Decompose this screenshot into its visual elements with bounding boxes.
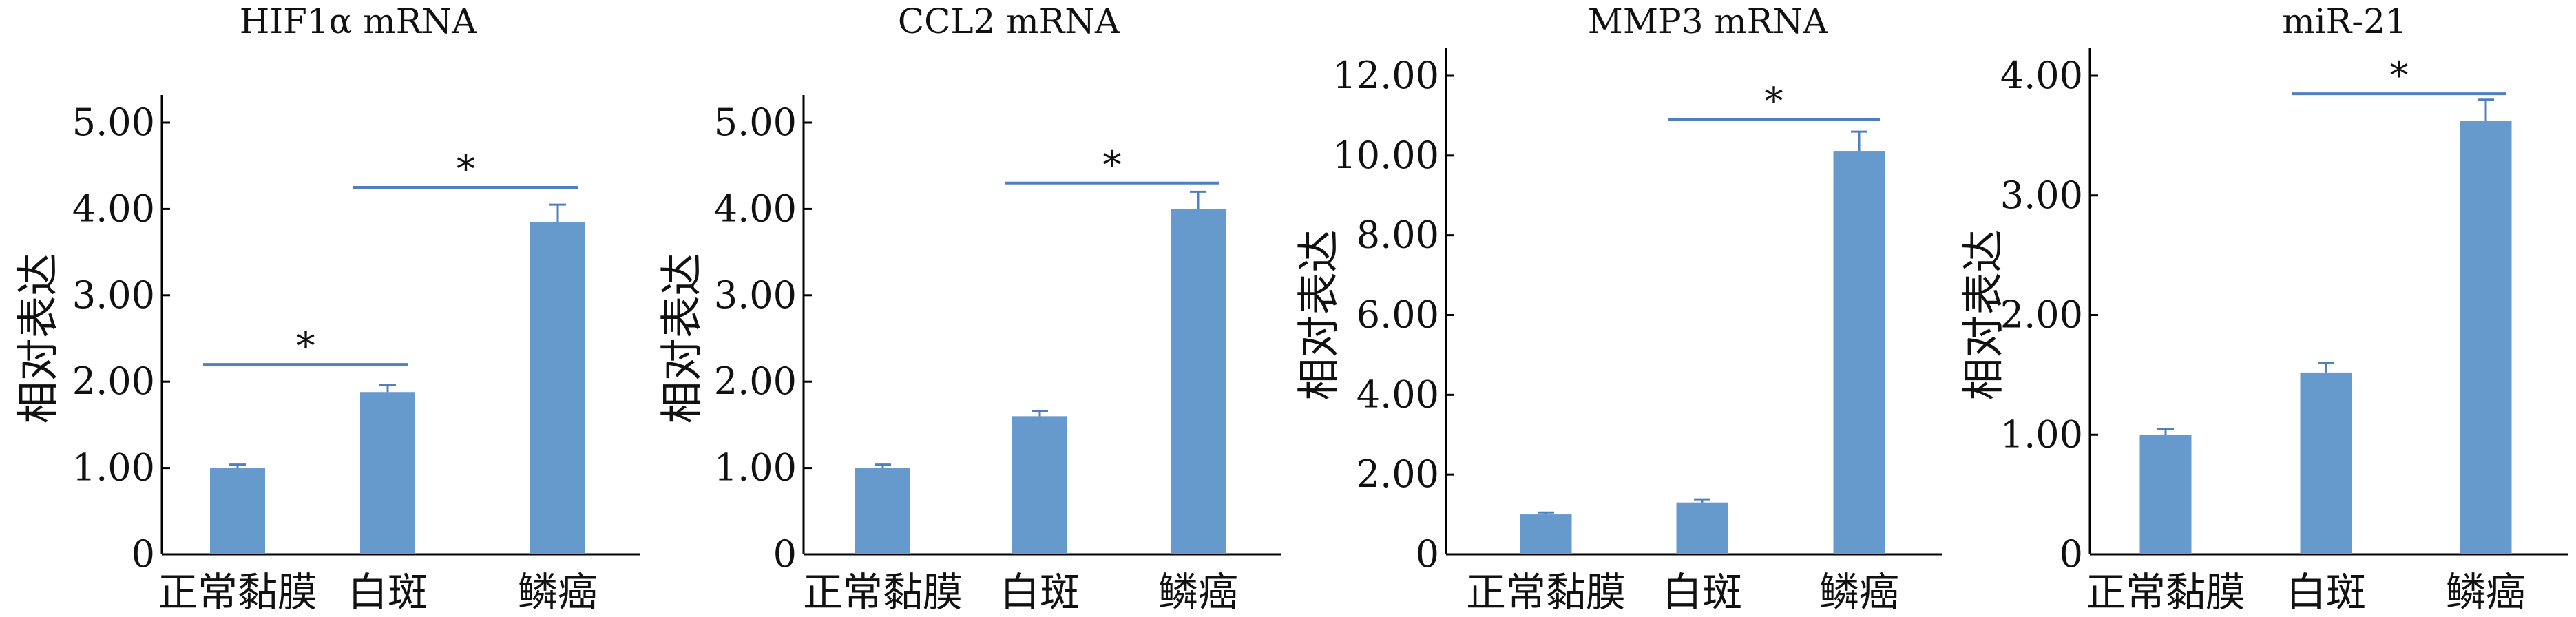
y-tick-label: 5.00 — [714, 101, 797, 144]
bar-2 — [2460, 121, 2512, 554]
significance-star: * — [297, 324, 315, 368]
x-tick-label: 白斑 — [2286, 569, 2366, 616]
x-tick-label: 白斑 — [348, 569, 428, 616]
significance-star: * — [1765, 80, 1783, 123]
y-tick-label: 0 — [2060, 532, 2083, 576]
y-tick-label: 2.00 — [72, 359, 155, 403]
y-tick-label: 0 — [1416, 532, 1439, 576]
y-tick-label: 1.00 — [72, 446, 155, 490]
y-axis-label: 相对表达 — [13, 253, 63, 423]
chart-title: CCL2 mRNA — [898, 1, 1120, 41]
y-tick-label: 4.00 — [1357, 373, 1439, 416]
bar-0 — [2139, 435, 2192, 554]
y-tick-label: 8.00 — [1357, 213, 1439, 257]
chart-panel-mir21: miR-21 相对表达 0 1.00 2.00 3.00 4.00 正常黏膜 白斑 鳞癌 * — [1958, 1, 2568, 616]
chart-title: HIF1α mRNA — [240, 1, 477, 41]
bar-2 — [530, 222, 585, 554]
y-tick-label: 2.00 — [714, 359, 797, 403]
y-tick-label: 3.00 — [72, 273, 155, 317]
bar-0 — [855, 468, 910, 554]
y-tick-label: 3.00 — [2000, 174, 2083, 217]
x-tick-label: 鳞癌 — [518, 569, 598, 616]
x-tick-label: 鳞癌 — [1158, 569, 1238, 616]
y-tick-label: 6.00 — [1357, 293, 1439, 337]
significance-star: * — [1103, 143, 1122, 187]
y-tick-label: 5.00 — [72, 101, 155, 144]
bar-0 — [210, 468, 265, 554]
y-tick-label: 0 — [132, 532, 155, 576]
y-axis-label: 相对表达 — [1958, 229, 2009, 400]
y-axis-label: 相对表达 — [657, 253, 707, 423]
y-tick-label: 4.00 — [714, 187, 797, 230]
bar-2 — [1171, 209, 1226, 554]
x-tick-label: 正常黏膜 — [158, 569, 317, 616]
bar-1 — [2300, 372, 2352, 554]
y-tick-label: 2.00 — [2000, 293, 2083, 337]
bar-0 — [1520, 514, 1572, 554]
significance-star: * — [457, 147, 475, 191]
y-tick-label: 3.00 — [714, 273, 797, 317]
y-tick-label: 0 — [773, 532, 797, 576]
chart-title: miR-21 — [2282, 1, 2407, 41]
y-tick-label: 12.00 — [1332, 54, 1439, 97]
chart-panel-ccl2: CCL2 mRNA 相对表达 0 1.00 2.00 3.00 4.00 5.00 正常黏膜 白斑… — [657, 1, 1281, 616]
significance-star: * — [2390, 54, 2409, 97]
x-tick-label: 白斑 — [1662, 569, 1742, 616]
y-axis-label: 相对表达 — [1294, 229, 1344, 400]
y-tick-label: 10.00 — [1332, 134, 1439, 177]
bar-1 — [1676, 502, 1728, 554]
x-tick-label: 正常黏膜 — [803, 569, 963, 616]
x-tick-label: 鳞癌 — [1819, 569, 1899, 616]
chart-panel-hif1a: HIF1α mRNA 相对表达 0 1.00 2.00 3.00 4.00 5.00 正常黏膜白… — [13, 1, 640, 616]
bar-1 — [1012, 416, 1067, 554]
chart-title: MMP3 mRNA — [1588, 1, 1829, 41]
y-tick-label: 1.00 — [714, 446, 797, 490]
x-tick-label: 鳞癌 — [2446, 569, 2526, 616]
x-tick-label: 正常黏膜 — [2086, 569, 2245, 616]
y-tick-label: 2.00 — [1357, 452, 1439, 496]
x-tick-label: 白斑 — [1000, 569, 1080, 616]
bar-2 — [1833, 151, 1885, 554]
bar-1 — [360, 392, 415, 554]
y-tick-label: 1.00 — [2000, 412, 2083, 456]
chart-panel-mmp3: MMP3 mRNA 相对表达 0 2.00 4.00 6.00 8.00 10.00 12.00… — [1294, 1, 1942, 616]
y-tick-label: 4.00 — [72, 187, 155, 230]
y-tick-label: 4.00 — [2000, 54, 2083, 97]
x-tick-label: 正常黏膜 — [1466, 569, 1626, 616]
